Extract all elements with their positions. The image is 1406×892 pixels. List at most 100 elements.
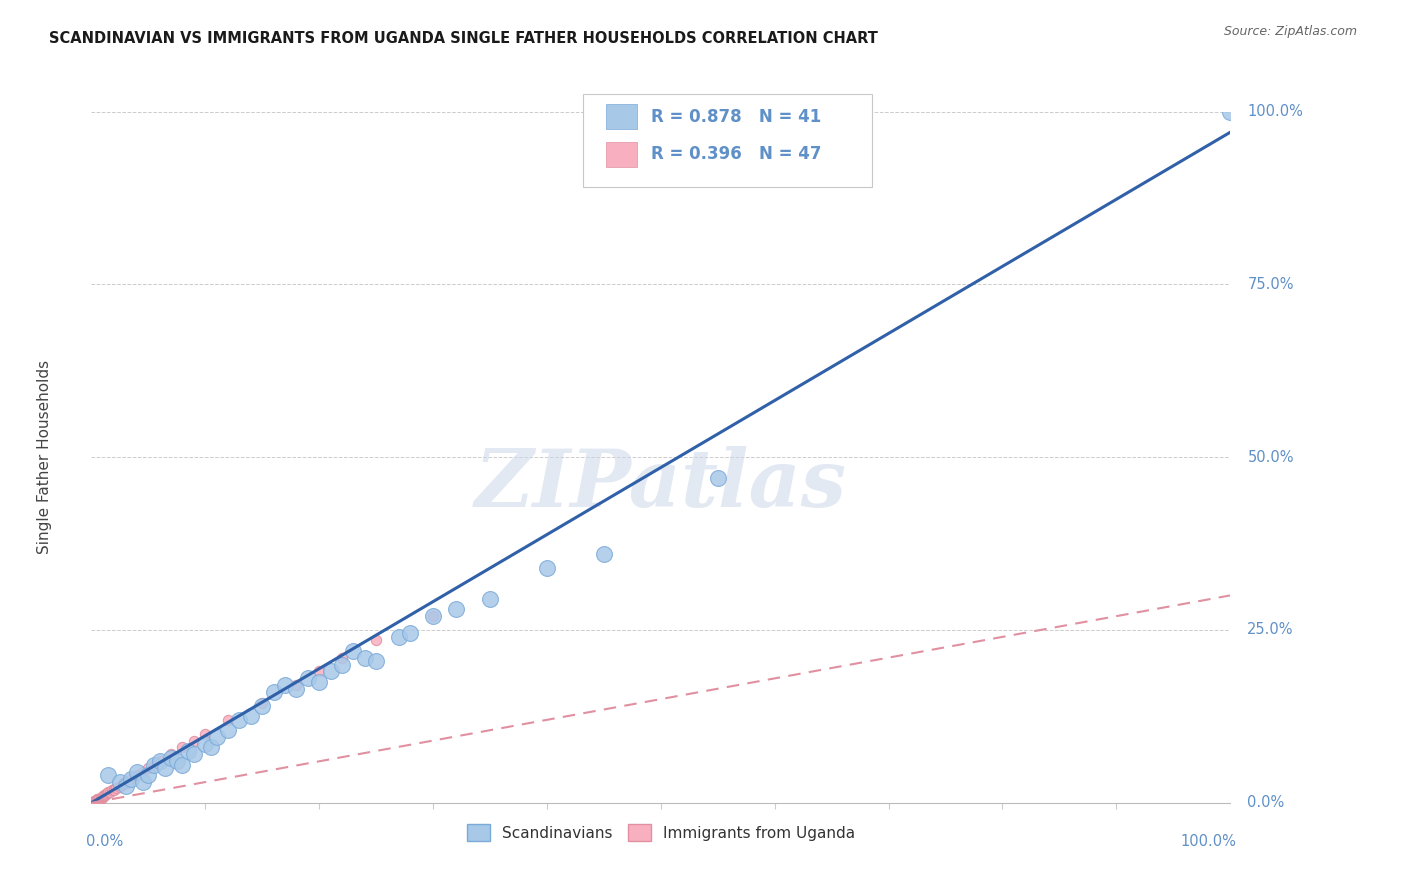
Legend: Scandinavians, Immigrants from Uganda: Scandinavians, Immigrants from Uganda (461, 818, 860, 847)
Point (114, 776, 136, 790)
Point (120, 772, 142, 786)
Point (155, 761, 177, 775)
Point (166, 755, 188, 769)
Point (160, 751, 183, 765)
Point (330, 650, 353, 665)
Point (138, 768, 160, 782)
Point (108, 775, 131, 789)
Point (108, 780, 131, 794)
Text: 0.0%: 0.0% (1247, 796, 1285, 810)
Point (422, 609, 444, 624)
Point (399, 626, 422, 640)
Point (114, 779, 136, 793)
Point (131, 764, 153, 779)
Text: 0.0%: 0.0% (86, 834, 122, 849)
Point (239, 709, 262, 723)
Point (101, 783, 124, 797)
Point (108, 779, 131, 793)
Point (1219, 104, 1241, 119)
Point (89, 792, 111, 806)
Text: Single Father Households: Single Father Households (37, 360, 52, 554)
Point (228, 713, 250, 727)
Point (89, 791, 111, 805)
Point (93, 788, 115, 802)
Point (177, 744, 200, 758)
Point (112, 776, 135, 790)
Point (98, 785, 121, 799)
Point (364, 633, 387, 648)
Point (117, 773, 139, 788)
Text: SCANDINAVIAN VS IMMIGRANTS FROM UGANDA SINGLE FATHER HOUSEHOLDS CORRELATION CHAR: SCANDINAVIAN VS IMMIGRANTS FROM UGANDA S… (49, 31, 879, 46)
Point (263, 685, 285, 699)
Point (478, 591, 501, 606)
Point (114, 775, 136, 789)
Point (172, 757, 194, 772)
Point (91, 789, 114, 804)
Point (84, 794, 107, 808)
Point (138, 761, 160, 775)
Text: 50.0%: 50.0% (1247, 450, 1294, 465)
Point (217, 723, 239, 738)
Point (353, 650, 375, 665)
Text: 75.0%: 75.0% (1247, 277, 1294, 292)
Point (86, 793, 108, 807)
Point (103, 783, 125, 797)
Text: R = 0.396   N = 47: R = 0.396 N = 47 (651, 145, 821, 163)
Point (86, 792, 108, 806)
Point (149, 755, 172, 769)
Point (105, 780, 128, 795)
Point (82, 795, 104, 809)
Point (149, 755, 172, 769)
Text: Source: ZipAtlas.com: Source: ZipAtlas.com (1223, 25, 1357, 38)
Point (274, 678, 297, 692)
Point (183, 747, 205, 762)
Point (172, 740, 194, 755)
Point (160, 747, 183, 762)
Point (83, 794, 105, 808)
Point (593, 547, 616, 561)
Text: ZIPatlas: ZIPatlas (475, 446, 846, 524)
Text: 100.0%: 100.0% (1247, 104, 1303, 119)
Point (205, 730, 228, 744)
Point (87, 792, 110, 806)
Point (422, 609, 444, 624)
Point (308, 665, 330, 679)
Point (125, 764, 148, 779)
Point (90, 790, 112, 805)
Point (194, 737, 217, 751)
Point (250, 696, 273, 710)
Point (183, 733, 205, 747)
Point (143, 757, 166, 772)
Point (250, 699, 273, 714)
Point (120, 772, 142, 786)
Point (125, 768, 148, 782)
Point (330, 657, 353, 672)
Point (97, 768, 120, 782)
Point (91, 789, 114, 803)
Point (706, 471, 728, 485)
Point (217, 713, 239, 727)
Point (194, 726, 217, 740)
Point (97, 785, 120, 799)
Point (285, 681, 308, 696)
Point (96, 786, 118, 800)
Text: R = 0.878   N = 41: R = 0.878 N = 41 (651, 108, 821, 126)
Point (297, 671, 319, 685)
Point (285, 678, 308, 692)
Point (124, 770, 146, 784)
Point (536, 561, 558, 575)
Point (342, 644, 364, 658)
Point (89, 791, 111, 805)
Point (308, 674, 330, 689)
Point (83, 794, 105, 808)
Point (200, 740, 222, 755)
Point (143, 757, 166, 772)
Point (444, 602, 467, 616)
Point (131, 775, 153, 789)
Point (103, 781, 125, 797)
Point (388, 630, 411, 644)
Text: 25.0%: 25.0% (1247, 623, 1294, 638)
Point (96, 787, 118, 801)
Text: 100.0%: 100.0% (1180, 834, 1236, 849)
Point (364, 654, 387, 668)
